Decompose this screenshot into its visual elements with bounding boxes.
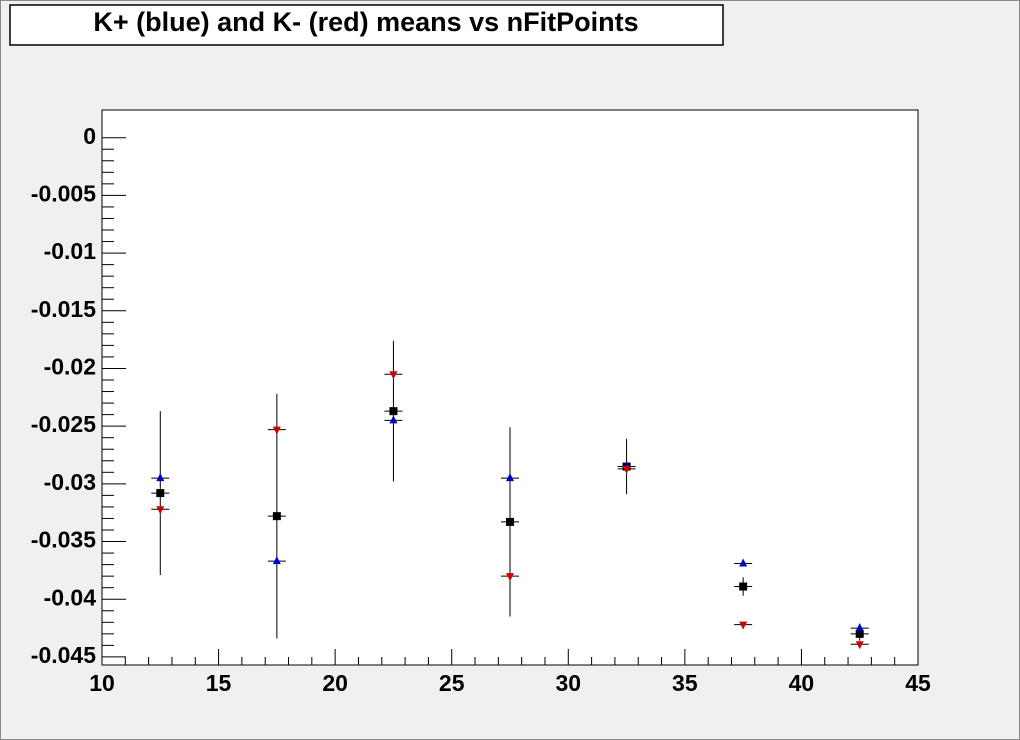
y-tick-label: -0.025 (31, 411, 96, 437)
point (389, 407, 398, 416)
point (156, 473, 165, 482)
x-tick-label: 30 (555, 670, 581, 696)
point (272, 556, 281, 565)
y-tick-label: -0.005 (31, 180, 96, 206)
point (156, 489, 165, 498)
x-tick-label: 45 (905, 670, 931, 696)
point (506, 473, 514, 482)
point (855, 623, 864, 632)
point (389, 415, 398, 424)
y-tick-label: -0.035 (31, 527, 96, 553)
y-tick-label: -0.03 (44, 469, 96, 495)
x-tick-label: 10 (89, 670, 115, 696)
point (739, 582, 748, 591)
point (739, 558, 748, 567)
point (739, 621, 748, 630)
y-tick-label: -0.01 (44, 238, 97, 264)
point (855, 641, 864, 650)
point (272, 426, 281, 435)
x-tick-label: 40 (789, 670, 815, 696)
title-box (9, 4, 724, 46)
x-tick-label: 15 (206, 670, 232, 696)
y-tick-label: -0.04 (44, 584, 97, 610)
y-tick-label: 0 (83, 123, 96, 149)
y-tick-label: -0.015 (31, 296, 96, 322)
point (272, 512, 281, 521)
point (506, 573, 514, 582)
chart-title: K+ (blue) and K- (red) means vs nFitPoin… (93, 7, 638, 37)
point (389, 371, 398, 380)
point (506, 517, 514, 526)
point (156, 506, 165, 515)
x-tick-label: 20 (322, 670, 348, 696)
x-tick-label: 25 (439, 670, 465, 696)
y-tick-label: -0.045 (31, 642, 96, 668)
point (855, 629, 864, 638)
y-tick-label: -0.02 (44, 354, 96, 380)
x-tick-label: 35 (672, 670, 698, 696)
point (622, 465, 631, 474)
